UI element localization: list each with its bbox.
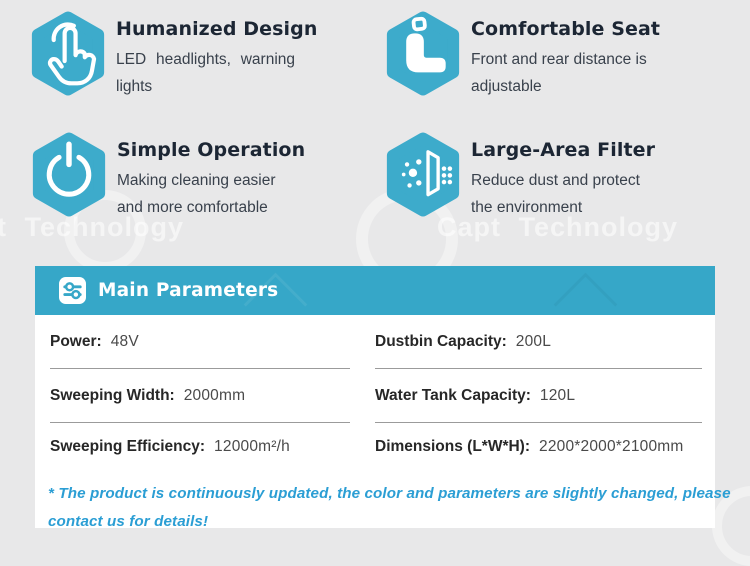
disclaimer-line: contact us for details!	[48, 513, 209, 530]
feature-description: Front and rear distance is adjustable	[471, 46, 660, 100]
feature-desc-line: Front and rear distance is	[471, 51, 647, 68]
feature-comfortable-seat: Comfortable Seat Front and rear distance…	[381, 8, 660, 100]
param-cell-water-tank-capacity: Water Tank Capacity: 120L	[375, 369, 702, 423]
feature-title: Large-Area Filter	[471, 139, 656, 161]
main-parameters-panel: Main Parameters Power: 48V Dustbin Capac…	[35, 266, 731, 530]
filter-icon	[386, 132, 460, 217]
param-label: Dimensions (L*W*H):	[375, 438, 530, 455]
param-value: 2200*2000*2100mm	[539, 438, 684, 455]
feature-text: Comfortable Seat Front and rear distance…	[471, 8, 660, 100]
param-cell-dustbin-capacity: Dustbin Capacity: 200L	[375, 315, 702, 369]
param-value: 200L	[515, 332, 552, 350]
sliders-icon	[59, 277, 86, 304]
param-label: Sweeping Efficiency:	[50, 438, 206, 455]
main-parameters-header: Main Parameters	[35, 266, 715, 315]
param-cell-sweeping-efficiency: Sweeping Efficiency: 12000m²/h	[50, 423, 350, 471]
touch-icon	[31, 11, 105, 96]
feature-description: Making cleaning easier and more comforta…	[117, 167, 305, 221]
product-infographic: { "colors": { "page_bg": "#e8e8e9", "pan…	[0, 8, 750, 566]
feature-desc-line: and more comfortable	[117, 199, 268, 216]
panel-title: Main Parameters	[98, 280, 279, 301]
feature-title: Humanized Design	[116, 18, 318, 40]
feature-large-area-filter: Large-Area Filter Reduce dust and protec…	[381, 129, 655, 221]
feature-desc-line: lights	[116, 78, 153, 95]
param-value: 120L	[539, 386, 576, 404]
param-label: Water Tank Capacity:	[375, 386, 531, 404]
param-label: Power:	[50, 332, 102, 350]
feature-title: Simple Operation	[117, 139, 306, 161]
param-value: 48V	[110, 332, 139, 350]
feature-humanized-design: Humanized Design LED headlights, warning…	[26, 8, 317, 100]
watermark-text: Capt Technology	[0, 212, 185, 242]
feature-title: Comfortable Seat	[471, 18, 661, 40]
feature-simple-operation: Simple Operation Making cleaning easier …	[27, 129, 305, 221]
param-value: 12000m²/h	[214, 438, 290, 455]
disclaimer-note: * The product is continuously updated, t…	[48, 480, 731, 536]
param-value: 2000mm	[183, 386, 246, 404]
param-label: Dustbin Capacity:	[375, 332, 507, 350]
feature-text: Simple Operation Making cleaning easier …	[117, 129, 305, 221]
param-cell-sweeping-width: Sweeping Width: 2000mm	[50, 369, 350, 423]
feature-desc-line: Making cleaning easier	[117, 172, 276, 189]
header-chevron-decor	[553, 272, 618, 315]
feature-description: LED headlights, warning lights	[116, 46, 317, 100]
param-label: Sweeping Width:	[50, 386, 175, 404]
feature-desc-line: the environment	[471, 199, 583, 216]
power-icon	[32, 132, 106, 217]
parameters-table: Power: 48V Dustbin Capacity: 200L Sweepi…	[35, 315, 731, 530]
disclaimer-line: * The product is continuously updated, t…	[48, 485, 731, 502]
param-cell-power: Power: 48V	[50, 315, 350, 369]
feature-text: Humanized Design LED headlights, warning…	[116, 8, 317, 100]
param-cell-dimensions: Dimensions (L*W*H): 2200*2000*2100mm	[375, 423, 702, 471]
watermark-text: Capt Technology	[437, 212, 679, 242]
seat-icon	[386, 11, 460, 96]
feature-desc-line: adjustable	[471, 78, 542, 95]
feature-desc-line: Reduce dust and protect	[471, 172, 640, 189]
feature-text: Large-Area Filter Reduce dust and protec…	[471, 129, 655, 221]
feature-description: Reduce dust and protect the environment	[471, 167, 655, 221]
feature-desc-line: LED headlights, warning	[116, 51, 296, 68]
